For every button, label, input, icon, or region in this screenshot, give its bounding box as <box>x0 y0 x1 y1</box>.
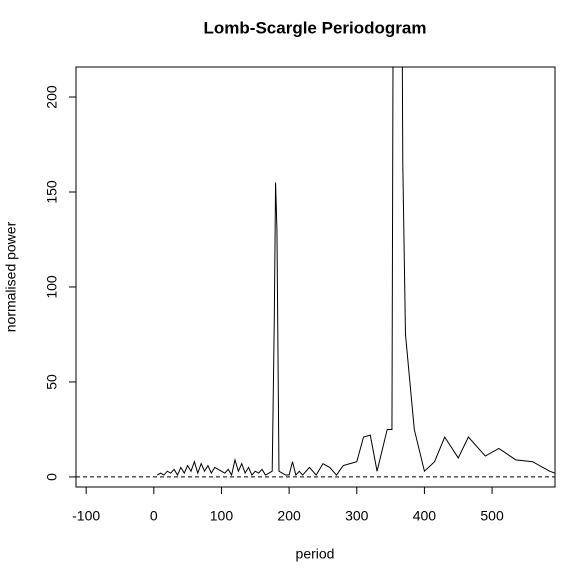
x-tick-label: 300 <box>345 508 369 524</box>
x-tick-label: 100 <box>210 508 234 524</box>
x-tick-label: 200 <box>277 508 301 524</box>
y-tick-label: 0 <box>44 473 60 481</box>
y-tick-label: 200 <box>44 85 60 109</box>
y-axis-label: normalised power <box>3 221 19 332</box>
x-tick-label: 400 <box>413 508 437 524</box>
plot-frame <box>75 66 556 488</box>
data-line <box>156 67 555 477</box>
x-tick-label: 0 <box>150 508 158 524</box>
x-axis-label: period <box>296 546 335 562</box>
chart-title: Lomb-Scargle Periodogram <box>204 18 427 37</box>
y-tick-label: 100 <box>44 275 60 299</box>
x-tick-label: 500 <box>480 508 504 524</box>
y-tick-label: 150 <box>44 180 60 204</box>
x-tick-label: -100 <box>72 508 100 524</box>
y-tick-label: 50 <box>44 374 60 390</box>
